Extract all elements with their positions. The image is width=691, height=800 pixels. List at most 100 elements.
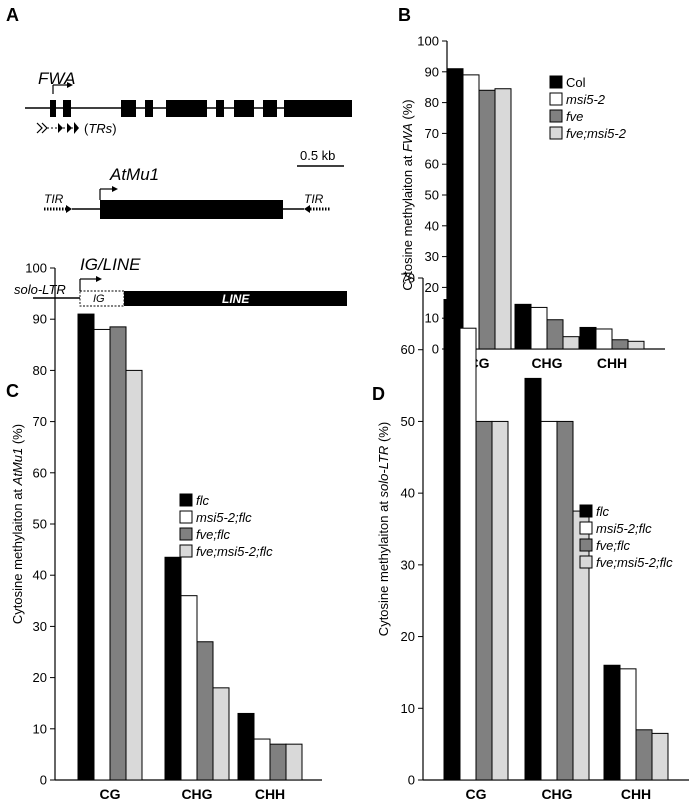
bar-cg-series-1	[77, 313, 95, 781]
y-tick-label: 30	[33, 619, 47, 634]
bar-chh-series-2	[253, 738, 271, 781]
bar-chh-series-4	[627, 340, 645, 350]
bar-chh-series-2	[595, 328, 613, 350]
y-tick-label: 50	[401, 414, 415, 429]
y-tick-label: 30	[425, 249, 439, 264]
legend: flc msi5-2;flc fve;flc fve;msi5-2;flc	[179, 493, 273, 559]
panel-letter-c: C	[6, 381, 19, 401]
y-tick-label: 90	[33, 312, 47, 327]
bar-chh-series-1	[603, 664, 621, 781]
legend-label: fve;msi5-2;flc	[596, 555, 673, 570]
y-tick-label: 0	[40, 773, 47, 788]
legend-swatch	[579, 555, 593, 569]
y-tick-label: 40	[33, 568, 47, 583]
bar-cg-series-1	[443, 299, 461, 781]
x-tick-label: CHG	[531, 355, 562, 371]
legend-label: flc	[196, 493, 210, 508]
charts: 0 10 20 30 40 50 60 70 80 90 100 CG CHG CHH Cytosine m…	[10, 34, 689, 800]
bar-chh-series-1	[237, 712, 255, 781]
bar-cg-series-4	[491, 420, 509, 781]
bar-chg-series-1	[164, 556, 182, 781]
y-tick-label: 80	[425, 95, 439, 110]
legend-swatch	[549, 126, 563, 140]
legend-swatch	[549, 92, 563, 106]
bar-chh-series-3	[635, 729, 653, 781]
y-tick-label: 60	[401, 342, 415, 357]
bar-cg-series-3	[475, 420, 493, 781]
bar-chg-series-1	[524, 377, 542, 781]
y-tick-label: 30	[401, 557, 415, 572]
y-tick-label: 70	[33, 414, 47, 429]
panel-letter-a: A	[6, 5, 19, 25]
bar-chg-series-3	[556, 420, 574, 781]
legend-swatch	[549, 109, 563, 123]
bar-chg-series-1	[514, 303, 532, 350]
bar-chh-series-3	[611, 339, 629, 350]
atmu1-locus: AtMu1 TIR TIR	[44, 165, 330, 219]
ig-line-label: IG/LINE	[80, 255, 141, 274]
y-tick-label: 80	[33, 363, 47, 378]
tir-left-label: TIR	[44, 192, 64, 206]
y-tick-label: 100	[25, 261, 47, 276]
y-tick-label: 60	[33, 465, 47, 480]
line-box-label: LINE	[222, 292, 250, 306]
y-tick-label: 100	[417, 34, 439, 49]
x-tick-label: CG	[466, 786, 487, 800]
y-tick-label: 20	[401, 629, 415, 644]
bar-cg-series-2	[93, 328, 111, 781]
bar-cg-series-4	[125, 369, 143, 781]
y-tick-label: 70	[401, 271, 415, 286]
bar-cg-series-3	[109, 326, 127, 781]
legend-label: fve	[566, 109, 583, 124]
solo-ltr-locus: IG/LINE solo-LTR IG LINE	[14, 255, 347, 307]
legend-label: fve;flc	[196, 527, 230, 542]
panel-letter-d: D	[372, 384, 385, 404]
bar-chg-series-4	[562, 336, 580, 350]
y-tick-label: 60	[425, 157, 439, 172]
fwa-label: FWA	[38, 69, 75, 88]
y-tick-label: 10	[401, 701, 415, 716]
legend-swatch	[179, 510, 193, 524]
legend-swatch	[549, 75, 563, 89]
y-tick-label: 90	[425, 64, 439, 79]
gene-diagram: FWA (TRs) 0.5 k	[14, 69, 352, 307]
y-tick-label: 20	[33, 670, 47, 685]
y-tick-label: 10	[33, 721, 47, 736]
legend: flc msi5-2;flc fve;flc fve;msi5-2;flc	[579, 504, 673, 570]
scale-bar-label: 0.5 kb	[300, 148, 335, 163]
y-axis-label: Cytosine methylaiton at AtMu1 (%)	[10, 424, 25, 624]
bar-chg-series-3	[196, 641, 214, 781]
bar-chh-series-4	[285, 743, 303, 781]
legend-label: fve;flc	[596, 538, 630, 553]
bar-chg-series-2	[180, 595, 198, 781]
ig-box-label: IG	[93, 293, 105, 305]
y-axis-label: Cytosine methylaiton at solo-LTR (%)	[376, 422, 391, 636]
legend-swatch	[579, 521, 593, 535]
solo-ltr-label: solo-LTR	[14, 282, 66, 297]
y-tick-label: 50	[425, 188, 439, 203]
bar-cg-series-4	[494, 88, 512, 350]
bar-cg-series-3	[478, 89, 496, 350]
y-tick-label: 20	[425, 280, 439, 295]
fwa-locus: FWA (TRs) 0.5 k	[25, 69, 352, 167]
x-tick-label: CHH	[597, 355, 627, 371]
x-tick-label: CHH	[255, 786, 285, 800]
bar-chh-series-3	[269, 743, 287, 781]
trs-label: (TRs)	[84, 121, 117, 136]
y-tick-label: 40	[425, 218, 439, 233]
bar-chh-series-4	[651, 732, 669, 781]
legend-label: flc	[596, 504, 610, 519]
bar-chg-series-2	[540, 420, 558, 781]
legend-label: msi5-2;flc	[196, 510, 252, 525]
bar-chg-series-4	[212, 687, 230, 781]
legend-swatch	[179, 544, 193, 558]
x-tick-label: CG	[100, 786, 121, 800]
legend-label: msi5-2	[566, 92, 606, 107]
legend: Col msi5-2 fve fve;msi5-2	[549, 75, 627, 141]
y-tick-label: 40	[401, 486, 415, 501]
y-tick-label: 70	[425, 126, 439, 141]
bar-chg-series-3	[546, 319, 564, 350]
legend-swatch	[579, 538, 593, 552]
x-tick-label: CHG	[181, 786, 212, 800]
